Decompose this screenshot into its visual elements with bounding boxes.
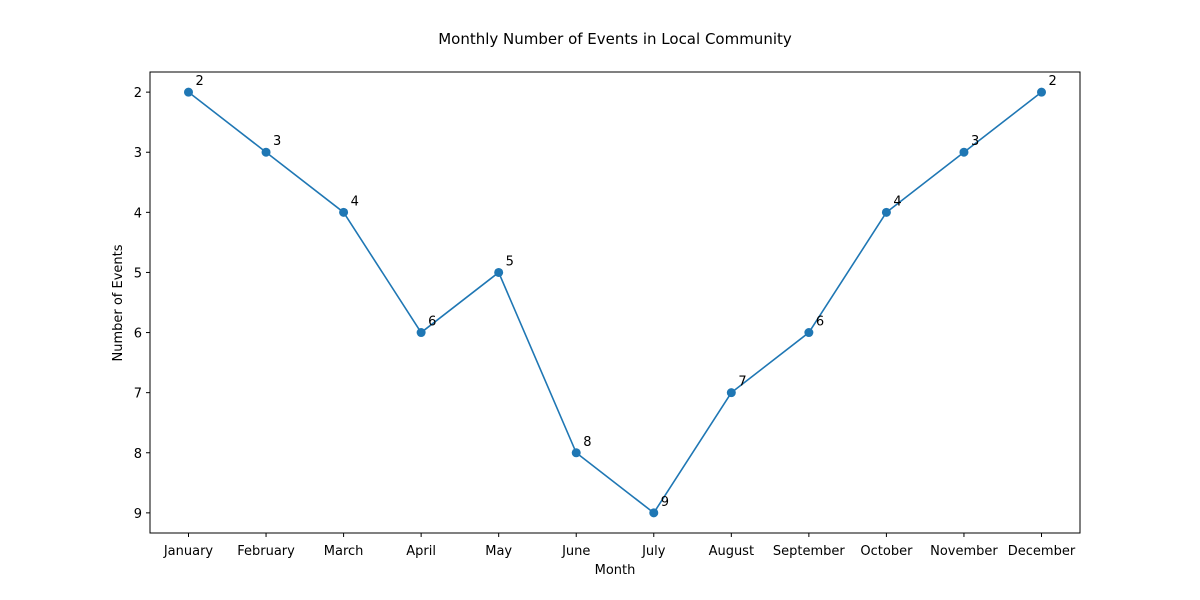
plot-frame [149,71,1081,534]
series-line [188,91,1042,515]
x-axis-title: Month [595,563,636,578]
data-label: 3 [971,134,979,149]
data-label: 4 [351,194,359,209]
y-tick-label: 3 [134,146,142,161]
x-tick-label: June [561,544,590,559]
y-tick-label: 5 [134,266,142,281]
x-tick-label: January [163,544,214,559]
data-label: 7 [738,375,746,390]
data-point [494,267,504,277]
x-tick-label: August [709,544,755,559]
data-point [184,87,193,97]
data-point [959,147,969,157]
data-point [416,328,426,338]
data-label: 2 [1049,74,1057,89]
data-label: 9 [661,495,669,510]
y-tick-label: 6 [134,327,142,342]
x-tick-label: October [860,544,913,559]
data-label: 4 [893,194,901,209]
y-tick-label: 8 [134,447,142,462]
data-point [649,508,659,518]
x-tick-label: November [930,544,998,559]
data-label: 2 [196,74,204,89]
data-label: 3 [273,134,281,149]
data-label: 6 [428,315,436,330]
y-tick-label: 2 [134,86,142,101]
data-point [571,448,581,458]
x-tick-label: July [641,544,666,559]
x-tick-label: September [773,544,846,559]
data-point [804,328,814,338]
plot-area: 2 3 4 5 6 7 8 9 January February March April May June… [134,71,1081,559]
x-tick-label: May [485,544,512,559]
data-point [881,207,891,217]
y-tick-label: 7 [134,387,142,402]
data-point [1037,87,1046,97]
data-point [726,388,736,398]
data-point [339,207,349,217]
y-axis-title: Number of Events [111,244,126,361]
chart-title: Monthly Number of Events in Local Commun… [438,30,792,48]
x-tick-label: December [1008,544,1076,559]
x-tick-label: February [237,544,295,559]
data-point [261,147,271,157]
y-tick-label: 9 [134,507,142,522]
data-label: 8 [583,435,591,450]
data-label: 5 [506,254,514,269]
y-tick-label: 4 [134,206,142,221]
data-label: 6 [816,315,824,330]
x-tick-label: March [324,544,364,559]
x-tick-label: April [406,544,436,559]
